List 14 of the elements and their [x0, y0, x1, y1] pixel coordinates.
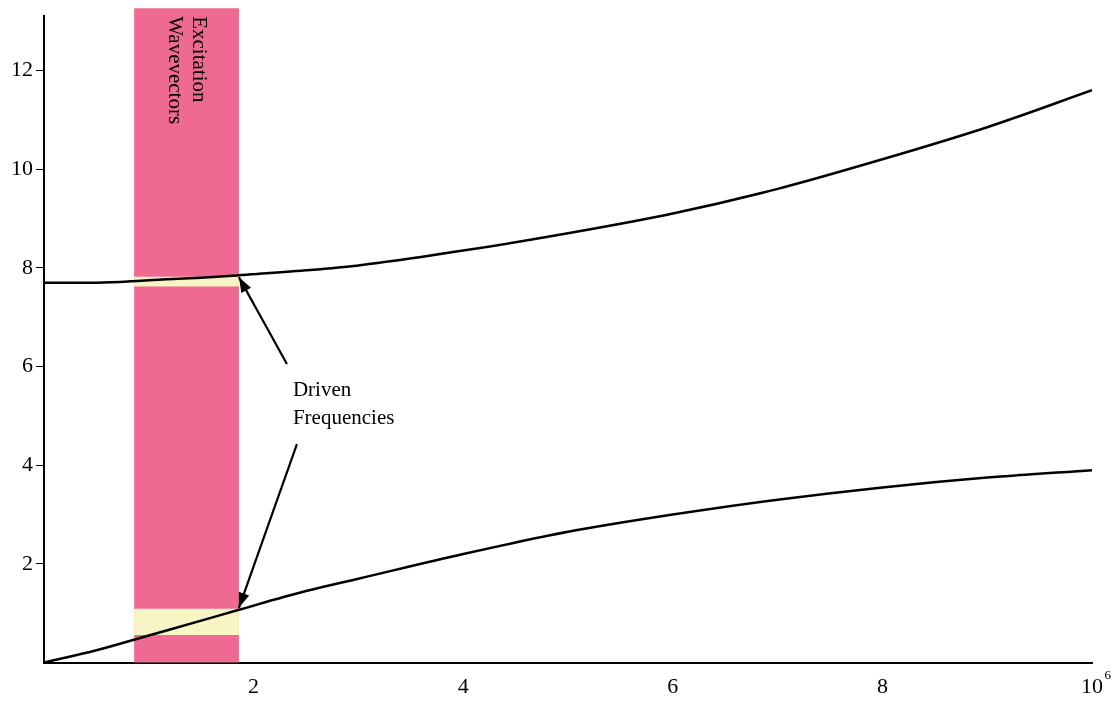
text: ⁶	[1104, 665, 1112, 691]
y-tick-label: 10	[11, 154, 33, 180]
x-tick-label: 2	[248, 672, 260, 698]
y-tick-label: 4	[22, 451, 33, 477]
x-tick-label: 4	[457, 672, 469, 698]
y-tick-label: 8	[22, 253, 33, 279]
y-tick-label: 12	[11, 56, 33, 82]
band-label: Excitation Wavevectors	[164, 16, 213, 125]
x-tick-label: 8	[876, 672, 888, 698]
y-tick-label: 6	[22, 352, 33, 378]
x-tick-label: 6	[667, 672, 679, 698]
x-tick-label: 10	[1081, 672, 1103, 698]
annotation: Driven Frequencies	[292, 376, 395, 429]
y-tick-label: 2	[22, 549, 33, 575]
